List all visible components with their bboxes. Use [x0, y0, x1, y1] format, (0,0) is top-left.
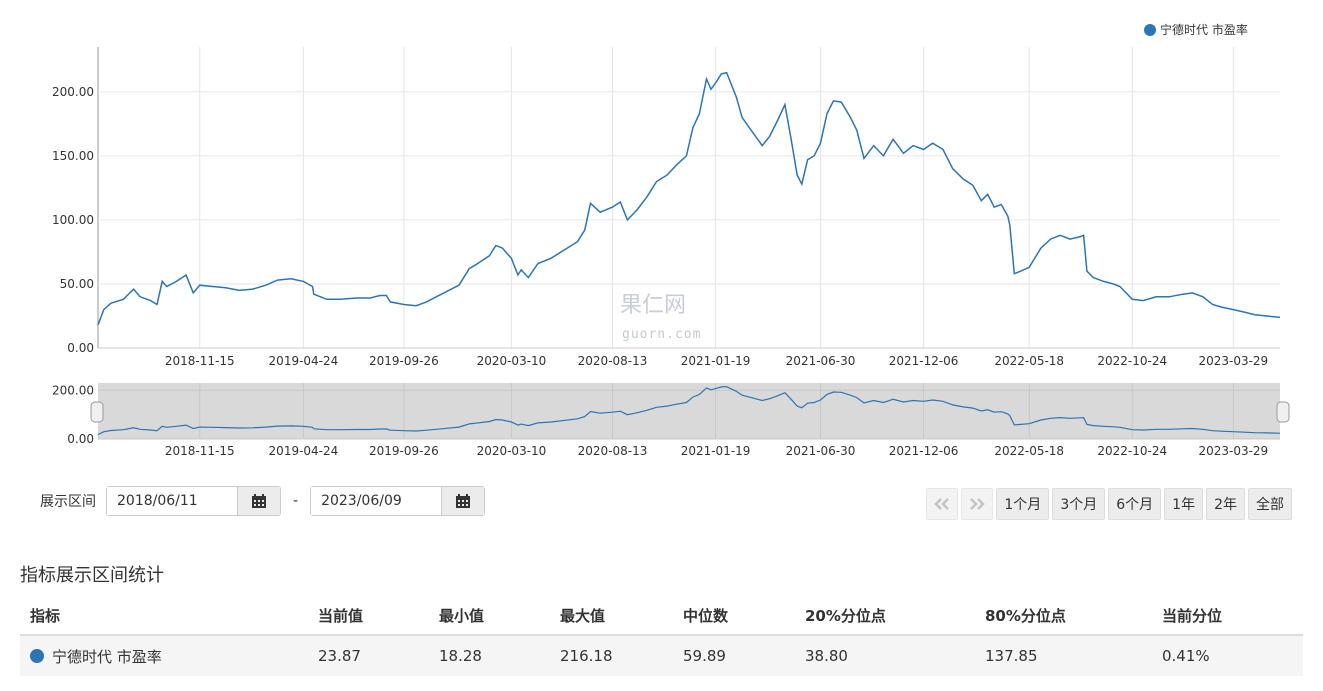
range-separator: - [293, 493, 299, 509]
navigator-x-tick-label: 2022-05-18 [994, 444, 1064, 458]
x-axis: 2018-11-15 2019-04-24 2019-09-26 2020-03-10… [165, 354, 1268, 368]
percentile-value: 0.41% [1152, 635, 1303, 676]
start-calendar-button[interactable] [237, 487, 280, 515]
navigator-x-axis: 2018-11-15 2019-04-24 2019-09-26 2020-03-10… [165, 444, 1268, 458]
stats-table: 指标 当前值 最小值 最大值 中位数 20%分位点 80%分位点 当前分位 宁德… [20, 596, 1303, 676]
pe-series-line [97, 71, 1281, 326]
period-1m-button[interactable]: 1个月 [996, 488, 1050, 520]
navigator-x-tick-label: 2021-06-30 [786, 444, 856, 458]
median-value: 59.89 [673, 635, 795, 676]
start-date-box [106, 486, 281, 516]
y-tick-label: 200.00 [52, 85, 94, 99]
legend[interactable]: 宁德时代 市盈率 [1144, 22, 1248, 37]
header-current: 当前值 [308, 596, 429, 636]
period-2y-button[interactable]: 2年 [1206, 488, 1245, 520]
period-6m-button[interactable]: 6个月 [1108, 488, 1162, 520]
header-indicator: 指标 [20, 596, 308, 636]
x-tick-label: 2019-09-26 [369, 354, 439, 368]
stats-header-row: 指标 当前值 最小值 最大值 中位数 20%分位点 80%分位点 当前分位 [20, 596, 1303, 636]
legend-marker [1144, 24, 1156, 36]
main-grid [97, 47, 1280, 349]
min-value: 18.28 [429, 635, 550, 676]
y-axis: 0.00 50.00 100.00 150.00 200.00 [52, 85, 94, 355]
x-tick-label: 2020-03-10 [477, 354, 547, 368]
navigator-x-tick-label: 2023-03-29 [1198, 444, 1268, 458]
y-tick-label: 0.00 [67, 341, 94, 355]
navigator-y-tick-label: 200.00 [52, 383, 94, 397]
table-row: 宁德时代 市盈率 23.87 18.28 216.18 59.89 38.80 … [20, 635, 1303, 676]
range-label: 展示区间 [40, 494, 96, 510]
x-tick-label: 2021-06-30 [786, 354, 856, 368]
next-period-button[interactable] [961, 488, 994, 520]
legend-label: 宁德时代 市盈率 [1160, 22, 1248, 37]
header-min: 最小值 [429, 596, 550, 636]
series-color-dot [30, 648, 44, 663]
y-tick-label: 50.00 [60, 277, 94, 291]
navigator-y-tick-label: 0.00 [67, 432, 94, 446]
end-date-box [310, 486, 486, 516]
navigator-x-tick-label: 2020-08-13 [578, 444, 648, 458]
date-range-selector: 展示区间 - [40, 486, 486, 516]
navigator-x-tick-label: 2021-01-19 [681, 444, 751, 458]
period-1y-button[interactable]: 1年 [1164, 488, 1204, 520]
navigator-window [98, 383, 1280, 439]
navigator-x-tick-label: 2019-09-26 [369, 444, 439, 458]
max-value: 216.18 [550, 635, 673, 676]
calendar-icon [456, 494, 471, 508]
navigator-right-handle[interactable] [1276, 401, 1290, 423]
indicator-name: 宁德时代 市盈率 [52, 647, 162, 666]
y-tick-label: 150.00 [52, 149, 94, 163]
navigator-left-handle[interactable] [90, 401, 104, 423]
stats-title: 指标展示区间统计 [20, 565, 164, 586]
navigator-x-tick-label: 2018-11-15 [165, 444, 235, 458]
current-value: 23.87 [308, 635, 429, 676]
end-date-input[interactable] [311, 487, 442, 515]
navigator[interactable]: 0.00 200.00 2018-11-15 2019-04-24 2019-09-2… [52, 383, 1290, 458]
header-median: 中位数 [673, 596, 795, 636]
indicator-cell: 宁德时代 市盈率 [20, 635, 308, 676]
watermark-url: guorn.com [622, 327, 701, 342]
header-p80: 80%分位点 [975, 596, 1152, 636]
navigator-y-axis: 0.00 200.00 [52, 383, 94, 446]
end-calendar-button[interactable] [441, 487, 485, 515]
header-max: 最大值 [550, 596, 673, 636]
double-left-arrow-icon [934, 498, 950, 510]
navigator-x-tick-label: 2021-12-06 [889, 444, 959, 458]
double-right-arrow-icon [970, 498, 986, 510]
x-tick-label: 2021-01-19 [681, 354, 751, 368]
p80-value: 137.85 [975, 635, 1152, 676]
navigator-grid [98, 383, 1280, 440]
navigator-x-tick-label: 2020-03-10 [477, 444, 547, 458]
x-tick-label: 2018-11-15 [165, 354, 235, 368]
x-tick-label: 2019-04-24 [269, 354, 339, 368]
navigator-x-tick-label: 2019-04-24 [269, 444, 339, 458]
prev-period-button[interactable] [926, 488, 959, 520]
y-tick-label: 100.00 [52, 213, 94, 227]
header-percentile: 当前分位 [1152, 596, 1303, 636]
x-tick-label: 2020-08-13 [578, 354, 648, 368]
x-tick-label: 2022-10-24 [1097, 354, 1167, 368]
x-tick-label: 2023-03-29 [1198, 354, 1268, 368]
navigator-series-line [97, 386, 1281, 436]
calendar-icon [252, 494, 266, 508]
watermark-text: 果仁网 [620, 293, 686, 318]
start-date-input[interactable] [107, 487, 237, 515]
period-3m-button[interactable]: 3个月 [1052, 488, 1106, 520]
period-all-button[interactable]: 全部 [1248, 488, 1292, 520]
navigator-x-tick-label: 2022-10-24 [1097, 444, 1167, 458]
header-p20: 20%分位点 [795, 596, 975, 636]
x-tick-label: 2022-05-18 [994, 354, 1064, 368]
p20-value: 38.80 [795, 635, 975, 676]
period-buttons: 1个月 3个月 6个月 1年 2年 全部 [926, 488, 1292, 520]
x-tick-label: 2021-12-06 [889, 354, 959, 368]
